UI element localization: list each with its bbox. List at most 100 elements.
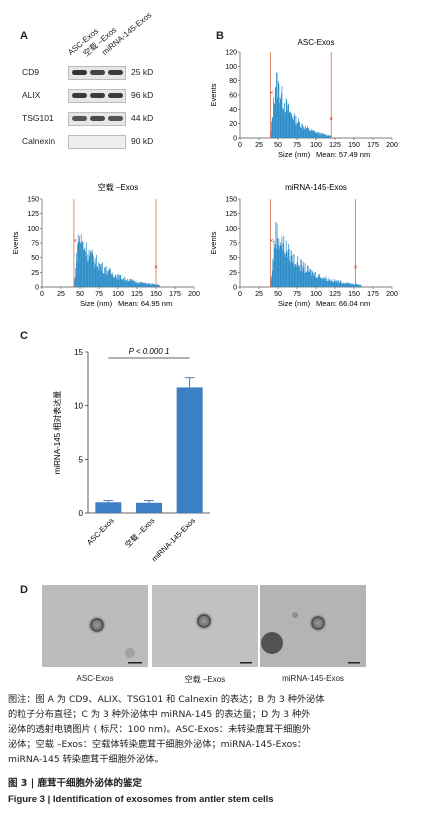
wb-strip-tsg101 (68, 112, 126, 126)
scale-bar (348, 662, 360, 664)
histogram-empty-vector-exos: 空载 –Exos 0 25 50 75 100 125 150 175 200 0 25 50 75 100… (11, 182, 200, 308)
wb-band (72, 116, 87, 121)
mean-label: Mean: 64.95 nm (118, 299, 172, 308)
y-tick-label: 125 (225, 211, 237, 218)
tem-label: 空载 –Exos (184, 675, 226, 684)
scale-bar (128, 662, 142, 664)
wb-protein-label: CD9 (22, 67, 40, 77)
wb-protein-label: Calnexin (22, 136, 56, 146)
x-tick-label: 125 (329, 142, 341, 149)
x-tick-label: 200 (386, 142, 398, 149)
tem-image-empty-vector-exos (152, 585, 258, 667)
wb-protein-label: TSG101 (22, 113, 54, 123)
x-tick-label: 75 (293, 142, 301, 149)
bar (176, 387, 203, 513)
y-tick-label: 25 (31, 270, 39, 277)
panel-letter-c: C (20, 330, 28, 342)
y-axis-label: Events (209, 83, 218, 106)
caption-line: 图注：图 A 为 CD9、ALIX、TSG101 和 Calnexin 的表达；… (8, 694, 325, 705)
wb-band (108, 116, 123, 121)
marker-cross: × (329, 116, 333, 123)
tem-label: miRNA-145-Exos (282, 674, 344, 683)
x-tick-label: 0 (238, 142, 242, 149)
marker-cross: × (269, 90, 273, 97)
x-tick-label: 150 (150, 291, 162, 298)
x-axis-label: Size (nm) (80, 299, 113, 308)
x-tick-label: miRNA-145-Exos (150, 516, 198, 564)
y-tick-label: 100 (225, 64, 237, 71)
wb-band (90, 70, 105, 75)
x-tick-label: 25 (57, 291, 65, 298)
wb-size-label: 96 kD (131, 90, 154, 100)
y-tick-label: 75 (229, 241, 237, 248)
histogram-asc-exos: ASC-Exos 0 25 50 75 100 125 150 175 200 0 20 40 60 80 1… (209, 38, 398, 159)
y-tick-label: 100 (27, 226, 39, 233)
wb-strip-cd9 (68, 66, 126, 80)
y-tick-label: 0 (35, 285, 39, 292)
caption-line: miRNA-145 转染鹿茸干细胞外泌体。 (8, 754, 164, 765)
x-axis-label: Size (nm) (278, 299, 311, 308)
wb-strip-alix (68, 89, 126, 103)
size-distribution-charts: ASC-Exos 0 25 50 75 100 125 150 175 200 0 20 40 60 80 1… (11, 38, 398, 308)
scale-bar (240, 662, 252, 664)
wb-strip-calnexin (68, 135, 126, 149)
wb-band (90, 116, 105, 121)
chart-title: miRNA-145-Exos (285, 183, 347, 192)
wb-size-label: 90 kD (131, 136, 154, 146)
wb-band (90, 93, 105, 98)
y-axis-label: Events (11, 231, 20, 254)
x-tick-label: 100 (112, 291, 124, 298)
chart-title: ASC-Exos (298, 38, 335, 47)
y-tick-label: 100 (225, 226, 237, 233)
tem-image-mirna145-exos (260, 585, 366, 667)
y-tick-label: 80 (229, 78, 237, 85)
mean-label: Mean: 57.49 nm (316, 150, 370, 159)
wb-protein-label: ALIX (22, 90, 41, 100)
x-tick-label: 25 (255, 291, 263, 298)
x-tick-label: 125 (329, 291, 341, 298)
y-tick-label: 50 (31, 255, 39, 262)
y-tick-label: 40 (229, 107, 237, 114)
marker-cross: × (353, 264, 357, 271)
caption-line: 的粒子分布直径；C 为 3 种外泌体中 miRNA-145 的表达量；D 为 3… (8, 709, 311, 720)
x-tick-label: 200 (386, 291, 398, 298)
tem-micrograph (152, 585, 258, 667)
wb-band (72, 93, 87, 98)
mean-label: Mean: 66.04 nm (316, 299, 370, 308)
y-tick-label: 60 (229, 93, 237, 100)
y-tick-label: 0 (79, 509, 84, 518)
panel-letter-d: D (20, 584, 28, 596)
x-tick-label: 200 (188, 291, 200, 298)
wb-size-label: 25 kD (131, 67, 154, 77)
caption-line: 泌体；空载 –Exos：空载体转染鹿茸干细胞外泌体；miRNA-145-Exos… (8, 739, 307, 750)
y-tick-label: 50 (229, 255, 237, 262)
marker-cross: × (269, 238, 273, 245)
caption-line: 泌体的透射电镜图片 ( 标尺：100 nm)。ASC-Exos：未转染鹿茸干细胞… (8, 724, 311, 735)
y-tick-label: 120 (225, 50, 237, 57)
x-tick-label: 空载 –Exos (123, 515, 157, 549)
y-tick-label: 20 (229, 121, 237, 128)
x-tick-label: 50 (274, 291, 282, 298)
x-tick-label: 175 (367, 291, 379, 298)
x-tick-label: 75 (293, 291, 301, 298)
y-tick-label: 10 (74, 402, 83, 411)
y-axis-label: Events (209, 231, 218, 254)
x-tick-label: 150 (348, 142, 360, 149)
x-tick-label: 50 (274, 142, 282, 149)
significance-label: P < 0.000 1 (129, 347, 170, 356)
y-axis-label: miRNA-145 相对表达量 (52, 391, 62, 475)
figure-title-cn: 图 3 | 鹿茸干细胞外泌体的鉴定 (8, 778, 143, 789)
x-tick-label: 175 (367, 142, 379, 149)
exosome-particle (87, 615, 107, 635)
wb-band (108, 70, 123, 75)
y-tick-label: 75 (31, 241, 39, 248)
tem-image-asc-exos (42, 585, 148, 667)
x-tick-label: 100 (310, 142, 322, 149)
y-tick-label: 125 (27, 211, 39, 218)
wb-size-label: 44 kD (131, 113, 154, 123)
figure-title-en: Figure 3 | Identification of exosomes fr… (8, 794, 274, 805)
x-tick-label: 175 (169, 291, 181, 298)
x-tick-label: 25 (255, 142, 263, 149)
x-tick-label: 125 (131, 291, 143, 298)
marker-cross: × (154, 264, 158, 271)
